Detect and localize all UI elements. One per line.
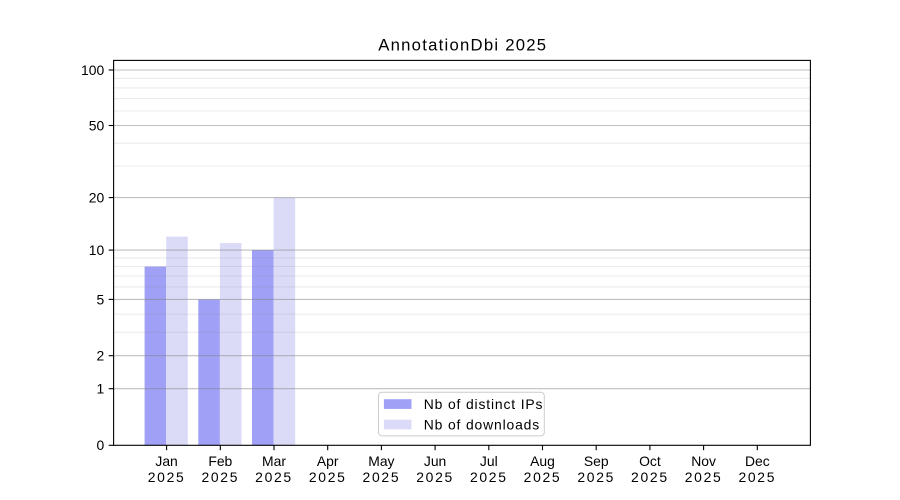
svg-text:Jun: Jun xyxy=(424,453,446,469)
svg-text:2025: 2025 xyxy=(201,469,239,485)
svg-text:1: 1 xyxy=(96,381,104,397)
svg-text:2025: 2025 xyxy=(738,469,776,485)
svg-text:100: 100 xyxy=(81,62,104,78)
svg-text:20: 20 xyxy=(89,190,105,206)
svg-text:2025: 2025 xyxy=(685,469,723,485)
svg-text:Jan: Jan xyxy=(155,453,177,469)
svg-text:2025: 2025 xyxy=(524,469,562,485)
svg-text:2025: 2025 xyxy=(416,469,454,485)
svg-text:Feb: Feb xyxy=(208,453,232,469)
svg-text:5: 5 xyxy=(96,291,104,307)
svg-text:Mar: Mar xyxy=(262,453,286,469)
svg-text:Dec: Dec xyxy=(745,453,770,469)
svg-text:0: 0 xyxy=(96,437,104,453)
svg-text:10: 10 xyxy=(89,242,105,258)
svg-text:Apr: Apr xyxy=(317,453,339,469)
svg-text:2025: 2025 xyxy=(363,469,401,485)
svg-text:2025: 2025 xyxy=(255,469,293,485)
svg-text:2025: 2025 xyxy=(470,469,508,485)
svg-text:May: May xyxy=(368,453,394,469)
svg-text:Aug: Aug xyxy=(530,453,555,469)
svg-text:AnnotationDbi 2025: AnnotationDbi 2025 xyxy=(378,36,547,55)
svg-text:Nov: Nov xyxy=(691,453,716,469)
svg-text:50: 50 xyxy=(89,117,105,133)
svg-text:Oct: Oct xyxy=(639,453,661,469)
svg-text:Nb of downloads: Nb of downloads xyxy=(424,416,540,432)
svg-text:2025: 2025 xyxy=(631,469,669,485)
svg-text:2025: 2025 xyxy=(309,469,347,485)
svg-text:2025: 2025 xyxy=(148,469,186,485)
svg-text:2025: 2025 xyxy=(577,469,615,485)
svg-text:Sep: Sep xyxy=(584,453,609,469)
svg-text:Nb of distinct IPs: Nb of distinct IPs xyxy=(424,396,544,412)
svg-text:Jul: Jul xyxy=(480,453,498,469)
svg-text:2: 2 xyxy=(96,348,104,364)
